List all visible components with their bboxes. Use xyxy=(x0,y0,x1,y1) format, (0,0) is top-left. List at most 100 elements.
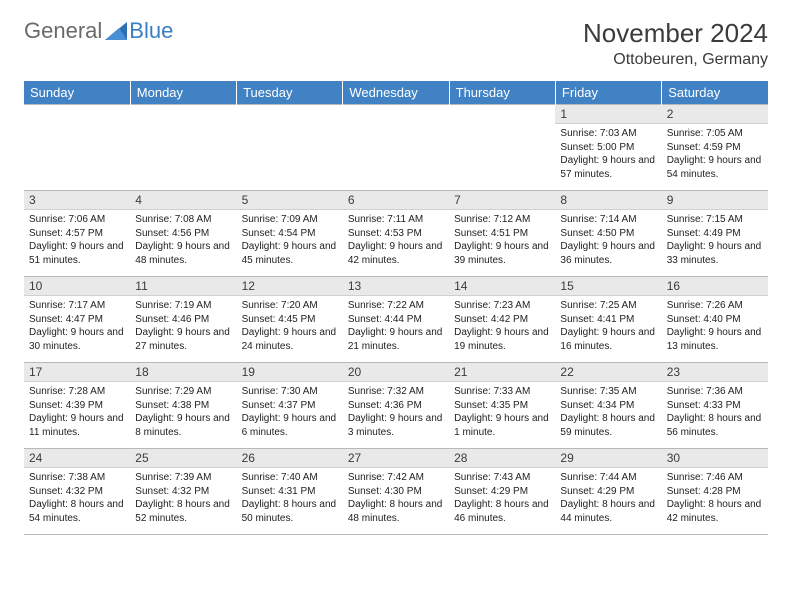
day-details: Sunrise: 7:09 AMSunset: 4:54 PMDaylight:… xyxy=(237,210,343,271)
sunset-text: Sunset: 4:50 PM xyxy=(560,227,656,241)
sunset-text: Sunset: 4:32 PM xyxy=(29,485,125,499)
sunset-text: Sunset: 4:29 PM xyxy=(560,485,656,499)
day-cell: 2Sunrise: 7:05 AMSunset: 4:59 PMDaylight… xyxy=(662,105,768,191)
day-number: 29 xyxy=(555,449,661,468)
daylight-text: Daylight: 8 hours and 46 minutes. xyxy=(454,498,550,525)
sunrise-text: Sunrise: 7:44 AM xyxy=(560,471,656,485)
day-details: Sunrise: 7:29 AMSunset: 4:38 PMDaylight:… xyxy=(130,382,236,443)
col-thu: Thursday xyxy=(449,81,555,105)
sunset-text: Sunset: 4:35 PM xyxy=(454,399,550,413)
sunset-text: Sunset: 4:28 PM xyxy=(667,485,763,499)
day-cell: 5Sunrise: 7:09 AMSunset: 4:54 PMDaylight… xyxy=(237,191,343,277)
sunset-text: Sunset: 4:36 PM xyxy=(348,399,444,413)
daylight-text: Daylight: 9 hours and 39 minutes. xyxy=(454,240,550,267)
sunset-text: Sunset: 4:49 PM xyxy=(667,227,763,241)
day-cell: 1Sunrise: 7:03 AMSunset: 5:00 PMDaylight… xyxy=(555,105,661,191)
daylight-text: Daylight: 8 hours and 44 minutes. xyxy=(560,498,656,525)
daylight-text: Daylight: 9 hours and 1 minute. xyxy=(454,412,550,439)
day-cell: 27Sunrise: 7:42 AMSunset: 4:30 PMDayligh… xyxy=(343,449,449,535)
week-row: 10Sunrise: 7:17 AMSunset: 4:47 PMDayligh… xyxy=(24,277,768,363)
day-number: 14 xyxy=(449,277,555,296)
day-cell: 19Sunrise: 7:30 AMSunset: 4:37 PMDayligh… xyxy=(237,363,343,449)
daylight-text: Daylight: 8 hours and 42 minutes. xyxy=(667,498,763,525)
daylight-text: Daylight: 9 hours and 45 minutes. xyxy=(242,240,338,267)
day-cell: 28Sunrise: 7:43 AMSunset: 4:29 PMDayligh… xyxy=(449,449,555,535)
day-details: Sunrise: 7:14 AMSunset: 4:50 PMDaylight:… xyxy=(555,210,661,271)
day-number: 9 xyxy=(662,191,768,210)
daylight-text: Daylight: 8 hours and 50 minutes. xyxy=(242,498,338,525)
day-cell: 20Sunrise: 7:32 AMSunset: 4:36 PMDayligh… xyxy=(343,363,449,449)
daylight-text: Daylight: 9 hours and 36 minutes. xyxy=(560,240,656,267)
day-cell xyxy=(130,105,236,191)
day-details: Sunrise: 7:30 AMSunset: 4:37 PMDaylight:… xyxy=(237,382,343,443)
month-title: November 2024 xyxy=(583,18,768,49)
day-cell: 30Sunrise: 7:46 AMSunset: 4:28 PMDayligh… xyxy=(662,449,768,535)
day-number: 18 xyxy=(130,363,236,382)
location: Ottobeuren, Germany xyxy=(583,51,768,69)
daylight-text: Daylight: 9 hours and 13 minutes. xyxy=(667,326,763,353)
day-details: Sunrise: 7:20 AMSunset: 4:45 PMDaylight:… xyxy=(237,296,343,357)
day-details: Sunrise: 7:12 AMSunset: 4:51 PMDaylight:… xyxy=(449,210,555,271)
day-number: 11 xyxy=(130,277,236,296)
logo: General Blue xyxy=(24,18,173,44)
day-details: Sunrise: 7:19 AMSunset: 4:46 PMDaylight:… xyxy=(130,296,236,357)
daylight-text: Daylight: 8 hours and 56 minutes. xyxy=(667,412,763,439)
col-tue: Tuesday xyxy=(237,81,343,105)
daylight-text: Daylight: 8 hours and 48 minutes. xyxy=(348,498,444,525)
day-number: 6 xyxy=(343,191,449,210)
daylight-text: Daylight: 9 hours and 33 minutes. xyxy=(667,240,763,267)
day-details: Sunrise: 7:46 AMSunset: 4:28 PMDaylight:… xyxy=(662,468,768,529)
col-mon: Monday xyxy=(130,81,236,105)
day-number: 10 xyxy=(24,277,130,296)
day-cell: 4Sunrise: 7:08 AMSunset: 4:56 PMDaylight… xyxy=(130,191,236,277)
sunrise-text: Sunrise: 7:19 AM xyxy=(135,299,231,313)
logo-text-blue: Blue xyxy=(129,18,173,44)
sunset-text: Sunset: 4:45 PM xyxy=(242,313,338,327)
day-details: Sunrise: 7:08 AMSunset: 4:56 PMDaylight:… xyxy=(130,210,236,271)
sunrise-text: Sunrise: 7:29 AM xyxy=(135,385,231,399)
day-number: 30 xyxy=(662,449,768,468)
sunset-text: Sunset: 4:30 PM xyxy=(348,485,444,499)
logo-triangle-icon xyxy=(105,22,127,40)
day-number: 28 xyxy=(449,449,555,468)
daylight-text: Daylight: 9 hours and 30 minutes. xyxy=(29,326,125,353)
day-cell xyxy=(237,105,343,191)
sunset-text: Sunset: 4:51 PM xyxy=(454,227,550,241)
day-cell: 15Sunrise: 7:25 AMSunset: 4:41 PMDayligh… xyxy=(555,277,661,363)
sunrise-text: Sunrise: 7:32 AM xyxy=(348,385,444,399)
day-cell: 13Sunrise: 7:22 AMSunset: 4:44 PMDayligh… xyxy=(343,277,449,363)
day-cell: 17Sunrise: 7:28 AMSunset: 4:39 PMDayligh… xyxy=(24,363,130,449)
day-cell: 6Sunrise: 7:11 AMSunset: 4:53 PMDaylight… xyxy=(343,191,449,277)
daylight-text: Daylight: 9 hours and 24 minutes. xyxy=(242,326,338,353)
day-details: Sunrise: 7:35 AMSunset: 4:34 PMDaylight:… xyxy=(555,382,661,443)
daylight-text: Daylight: 9 hours and 57 minutes. xyxy=(560,154,656,181)
day-number: 17 xyxy=(24,363,130,382)
sunrise-text: Sunrise: 7:36 AM xyxy=(667,385,763,399)
day-cell: 23Sunrise: 7:36 AMSunset: 4:33 PMDayligh… xyxy=(662,363,768,449)
day-number: 15 xyxy=(555,277,661,296)
sunrise-text: Sunrise: 7:03 AM xyxy=(560,127,656,141)
day-number: 27 xyxy=(343,449,449,468)
day-cell: 11Sunrise: 7:19 AMSunset: 4:46 PMDayligh… xyxy=(130,277,236,363)
sunrise-text: Sunrise: 7:33 AM xyxy=(454,385,550,399)
daylight-text: Daylight: 8 hours and 52 minutes. xyxy=(135,498,231,525)
day-details: Sunrise: 7:40 AMSunset: 4:31 PMDaylight:… xyxy=(237,468,343,529)
day-number: 19 xyxy=(237,363,343,382)
day-cell xyxy=(449,105,555,191)
day-number: 16 xyxy=(662,277,768,296)
calendar-table: Sunday Monday Tuesday Wednesday Thursday… xyxy=(24,81,768,535)
day-details: Sunrise: 7:26 AMSunset: 4:40 PMDaylight:… xyxy=(662,296,768,357)
sunset-text: Sunset: 4:46 PM xyxy=(135,313,231,327)
daylight-text: Daylight: 8 hours and 54 minutes. xyxy=(29,498,125,525)
day-number: 13 xyxy=(343,277,449,296)
sunrise-text: Sunrise: 7:05 AM xyxy=(667,127,763,141)
daylight-text: Daylight: 9 hours and 42 minutes. xyxy=(348,240,444,267)
day-cell: 14Sunrise: 7:23 AMSunset: 4:42 PMDayligh… xyxy=(449,277,555,363)
day-number: 24 xyxy=(24,449,130,468)
day-number: 23 xyxy=(662,363,768,382)
day-cell: 22Sunrise: 7:35 AMSunset: 4:34 PMDayligh… xyxy=(555,363,661,449)
day-number: 20 xyxy=(343,363,449,382)
day-number: 2 xyxy=(662,105,768,124)
sunset-text: Sunset: 4:57 PM xyxy=(29,227,125,241)
day-details: Sunrise: 7:42 AMSunset: 4:30 PMDaylight:… xyxy=(343,468,449,529)
